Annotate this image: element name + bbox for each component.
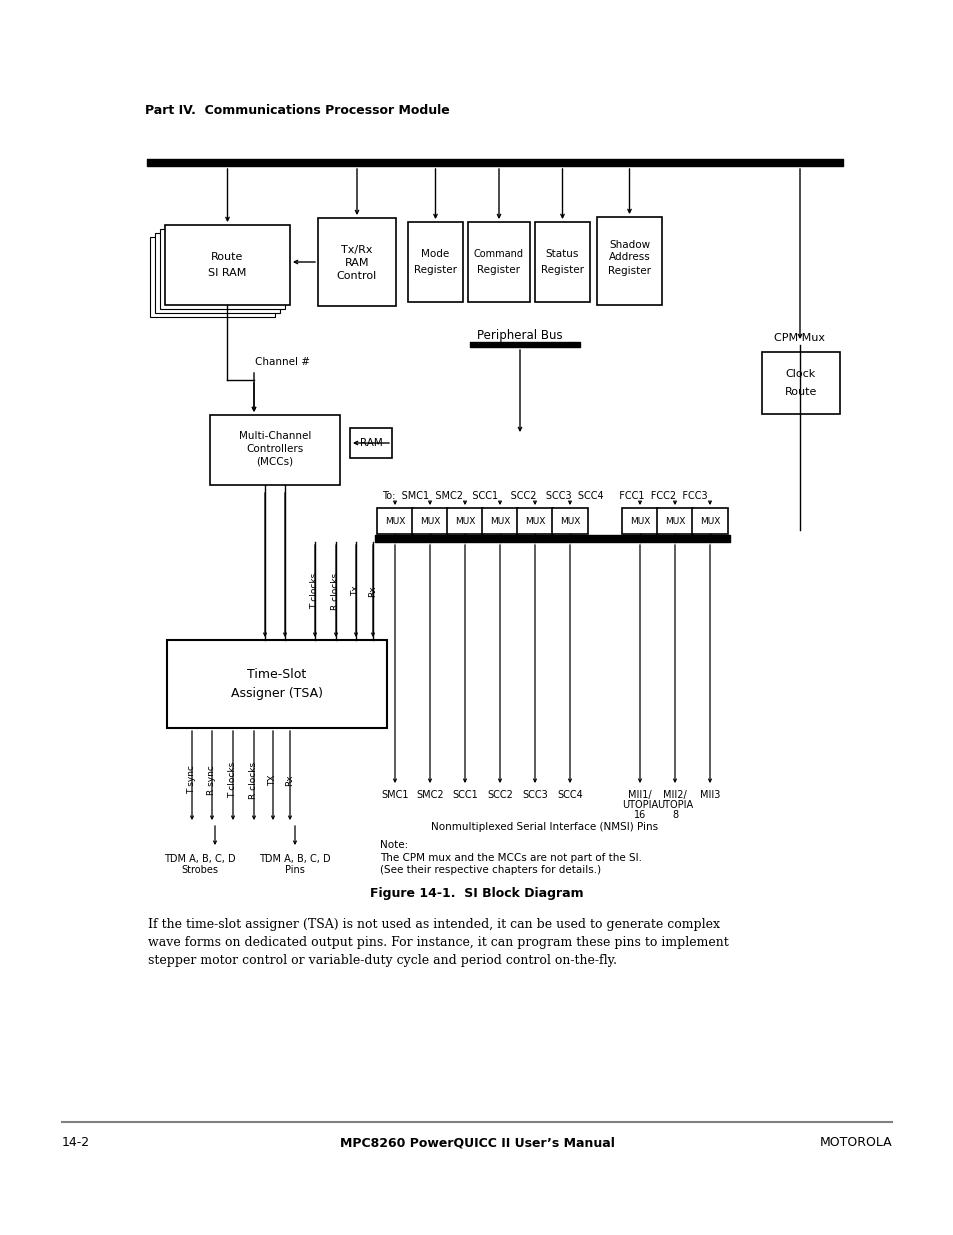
Text: Clock: Clock [785,369,815,379]
Bar [150,237,274,317]
Text: R clocks: R clocks [250,762,258,799]
Text: Multi-Channel: Multi-Channel [238,431,311,441]
Text: SMC1: SMC1 [381,790,408,800]
Bar [761,352,840,414]
Text: MII2/: MII2/ [662,790,686,800]
Text: R clocks: R clocks [331,573,340,610]
Text: MII3: MII3 [700,790,720,800]
Bar [517,508,553,534]
Text: SCC3: SCC3 [521,790,547,800]
Bar [412,508,448,534]
Text: SCC1: SCC1 [452,790,477,800]
Text: MUX: MUX [559,516,579,526]
Text: Assigner (TSA): Assigner (TSA) [231,688,323,700]
Text: CPM Mux: CPM Mux [774,333,824,343]
Text: Controllers: Controllers [246,445,303,454]
Text: Control: Control [336,270,376,282]
Text: 8: 8 [671,810,678,820]
Bar [167,640,387,727]
Text: To:  SMC1  SMC2   SCC1    SCC2   SCC3  SCC4     FCC1  FCC2  FCC3: To: SMC1 SMC2 SCC1 SCC2 SCC3 SCC4 FCC1 F… [381,492,707,501]
Text: Tx/Rx: Tx/Rx [341,245,373,254]
Bar [552,508,587,534]
Text: Register: Register [607,266,650,275]
Text: Register: Register [414,266,456,275]
Text: Shadow: Shadow [608,240,649,249]
Text: Note:: Note: [379,840,408,850]
Text: (MCCs): (MCCs) [256,457,294,467]
Text: MUX: MUX [664,516,684,526]
Text: MUX: MUX [489,516,510,526]
Bar [481,508,517,534]
Text: T clocks: T clocks [229,762,237,798]
Text: If the time-slot assigner (TSA) is not used as intended, it can be used to gener: If the time-slot assigner (TSA) is not u… [148,918,728,967]
Text: T sync: T sync [188,766,196,794]
Text: Register: Register [540,266,583,275]
Text: MUX: MUX [419,516,439,526]
Text: Register: Register [477,266,520,275]
Text: SCC2: SCC2 [487,790,513,800]
Text: Nonmultiplexed Serial Interface (NMSI) Pins: Nonmultiplexed Serial Interface (NMSI) P… [431,823,658,832]
Text: TDM A, B, C, D: TDM A, B, C, D [164,853,235,864]
Text: 16: 16 [633,810,645,820]
Text: Rx: Rx [285,774,294,785]
Bar [210,415,339,485]
Bar [691,508,727,534]
Text: SI RAM: SI RAM [208,268,247,278]
Text: MUX: MUX [524,516,544,526]
Bar [376,508,413,534]
Text: The CPM mux and the MCCs are not part of the SI.: The CPM mux and the MCCs are not part of… [379,853,641,863]
Text: (See their respective chapters for details.): (See their respective chapters for detai… [379,864,600,876]
Text: R sync: R sync [208,764,216,795]
Bar [408,222,462,303]
Text: Mode: Mode [421,249,449,259]
Text: MUX: MUX [629,516,650,526]
Text: MUX: MUX [384,516,405,526]
Bar [657,508,692,534]
Text: Pins: Pins [285,864,305,876]
Bar [621,508,658,534]
Bar [317,219,395,306]
Text: MUX: MUX [455,516,475,526]
Text: Route: Route [784,387,817,396]
Text: SMC2: SMC2 [416,790,443,800]
Bar [350,429,392,458]
Text: MOTOROLA: MOTOROLA [819,1136,891,1150]
Text: MII1/: MII1/ [627,790,651,800]
Bar [165,225,290,305]
Text: RAM: RAM [359,438,382,448]
Text: Tx: Tx [351,585,360,597]
Text: Route: Route [212,252,243,262]
Text: Rx: Rx [368,585,377,597]
Text: Command: Command [474,249,523,259]
Bar [597,217,661,305]
Text: MPC8260 PowerQUICC II User’s Manual: MPC8260 PowerQUICC II User’s Manual [339,1136,614,1150]
Bar [447,508,482,534]
Text: 14-2: 14-2 [62,1136,90,1150]
Text: UTOPIA: UTOPIA [657,800,692,810]
Bar [535,222,589,303]
Text: TDM A, B, C, D: TDM A, B, C, D [259,853,331,864]
Bar [468,222,530,303]
Bar [160,228,285,309]
Text: T clocks: T clocks [310,573,319,609]
Bar [154,233,280,312]
Text: Peripheral Bus: Peripheral Bus [476,330,562,342]
Text: TX: TX [268,774,277,785]
Text: Status: Status [545,249,578,259]
Text: Address: Address [608,252,650,262]
Text: Part IV.  Communications Processor Module: Part IV. Communications Processor Module [145,104,449,116]
Text: MUX: MUX [700,516,720,526]
Text: UTOPIA: UTOPIA [621,800,658,810]
Text: SCC4: SCC4 [557,790,582,800]
Text: Strobes: Strobes [181,864,218,876]
Text: Figure 14-1.  SI Block Diagram: Figure 14-1. SI Block Diagram [370,887,583,899]
Text: Time-Slot: Time-Slot [247,667,306,680]
Text: RAM: RAM [344,258,369,268]
Text: Channel #: Channel # [254,357,310,367]
